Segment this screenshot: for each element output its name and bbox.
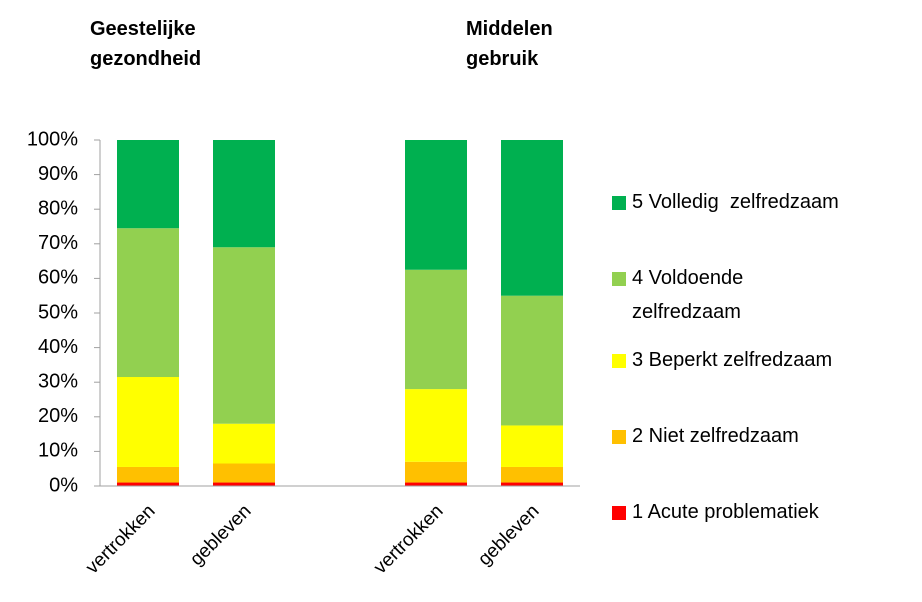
- bar-segment: [117, 482, 179, 486]
- legend-label: 3 Beperkt zelfredzaam: [632, 349, 832, 371]
- legend-swatch: [612, 354, 626, 368]
- legend-swatch: [612, 506, 626, 520]
- bar-segment: [501, 140, 563, 296]
- bar-segment: [405, 389, 467, 462]
- x-tick-label: vertrokken: [370, 501, 448, 579]
- bar-segment: [117, 377, 179, 467]
- legend-swatch: [612, 272, 626, 286]
- x-tick-label: vertrokken: [82, 501, 160, 579]
- legend-label: 2 Niet zelfredzaam: [632, 425, 799, 447]
- bar-segment: [501, 425, 563, 467]
- y-tick-label: 40%: [38, 336, 78, 358]
- bar-segment: [117, 466, 179, 483]
- y-tick-label: 50%: [38, 301, 78, 323]
- bar-segment: [405, 482, 467, 486]
- bar-segment: [117, 228, 179, 378]
- legend-swatch: [612, 430, 626, 444]
- y-tick-label: 70%: [38, 232, 78, 254]
- bar-segment: [213, 423, 275, 464]
- legend-label: 1 Acute problematiek: [632, 501, 820, 523]
- bar-segment: [213, 140, 275, 248]
- y-tick-label: 90%: [38, 163, 78, 185]
- bar-segment: [501, 482, 563, 486]
- group-label: Middelen gebruik: [466, 18, 553, 70]
- bar-segment: [213, 482, 275, 486]
- group-label: Geestelijke gezondheid: [90, 18, 201, 70]
- bar-segment: [501, 466, 563, 483]
- legend-label: 5 Volledig zelfredzaam: [632, 191, 839, 213]
- legend-label: 4 Voldoende zelfredzaam: [632, 267, 743, 323]
- y-tick-label: 80%: [38, 197, 78, 219]
- y-tick-label: 100%: [27, 128, 78, 150]
- x-tick-label: gebleven: [186, 501, 255, 570]
- y-tick-label: 20%: [38, 405, 78, 427]
- y-tick-label: 30%: [38, 370, 78, 392]
- bar-segment: [405, 140, 467, 270]
- bar-segment: [213, 463, 275, 483]
- legend-swatch: [612, 196, 626, 210]
- y-tick-label: 0%: [49, 474, 78, 496]
- bar-segment: [405, 461, 467, 483]
- bar-segment: [501, 295, 563, 426]
- x-tick-label: gebleven: [474, 501, 543, 570]
- y-tick-label: 60%: [38, 267, 78, 289]
- bar-segment: [213, 247, 275, 424]
- bar-segment: [117, 140, 179, 229]
- bar-segment: [405, 269, 467, 390]
- y-tick-label: 10%: [38, 440, 78, 462]
